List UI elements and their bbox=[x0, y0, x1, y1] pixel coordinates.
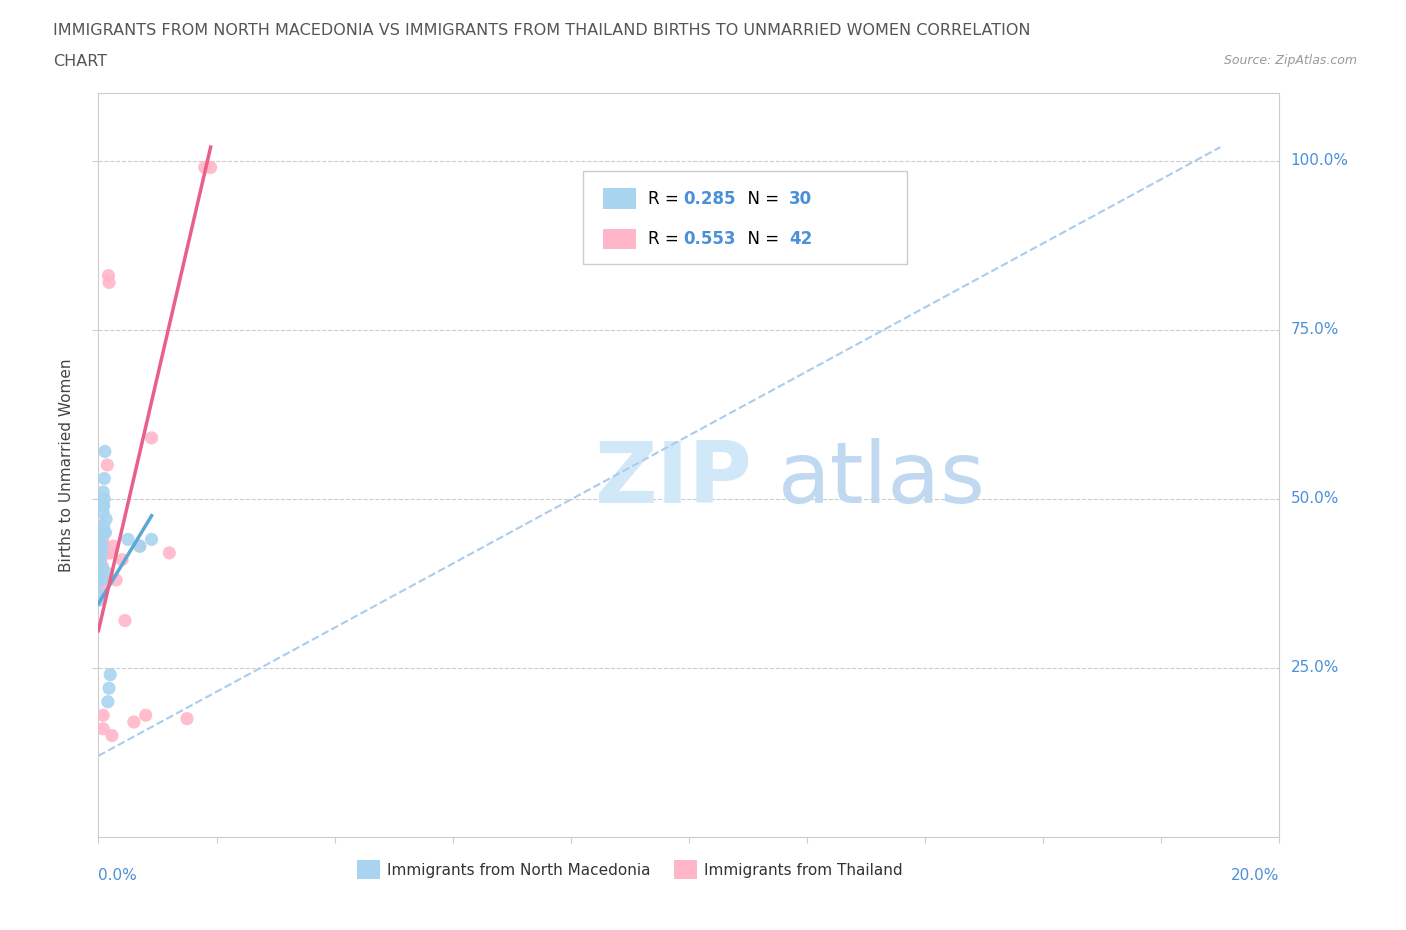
Point bbox=[89, 552, 111, 567]
Text: 100.0%: 100.0% bbox=[1291, 153, 1348, 168]
Point bbox=[90, 559, 112, 574]
Point bbox=[97, 695, 120, 710]
Text: 0.553: 0.553 bbox=[683, 230, 735, 248]
Text: atlas: atlas bbox=[778, 438, 986, 522]
Point bbox=[94, 444, 117, 458]
Point bbox=[87, 592, 110, 607]
Point bbox=[91, 525, 114, 540]
Point bbox=[128, 538, 150, 553]
Point bbox=[141, 532, 163, 547]
Point bbox=[91, 518, 114, 533]
Point bbox=[128, 538, 150, 553]
Point bbox=[91, 532, 114, 547]
Point bbox=[91, 485, 114, 499]
Point bbox=[91, 559, 114, 574]
Point bbox=[98, 681, 121, 696]
Point bbox=[89, 579, 111, 594]
Point bbox=[93, 498, 115, 513]
Text: 25.0%: 25.0% bbox=[1291, 660, 1339, 675]
Text: 0.0%: 0.0% bbox=[98, 868, 138, 883]
Point bbox=[93, 525, 115, 540]
Point bbox=[93, 472, 115, 486]
Text: 0.285: 0.285 bbox=[683, 190, 735, 207]
Point bbox=[98, 667, 121, 682]
Point bbox=[90, 573, 112, 588]
Point bbox=[93, 538, 115, 553]
Point bbox=[91, 505, 114, 520]
Point bbox=[87, 573, 110, 588]
Point bbox=[97, 268, 120, 283]
Text: Source: ZipAtlas.com: Source: ZipAtlas.com bbox=[1223, 54, 1357, 67]
Point bbox=[111, 552, 134, 567]
Point bbox=[90, 538, 112, 553]
Point bbox=[89, 565, 111, 580]
Point bbox=[93, 518, 115, 533]
Point bbox=[135, 708, 157, 723]
Point bbox=[93, 491, 115, 506]
Point bbox=[90, 532, 112, 547]
Bar bbox=[603, 189, 636, 209]
Point bbox=[91, 722, 114, 737]
Point bbox=[101, 728, 124, 743]
Point bbox=[200, 160, 222, 175]
Text: R =: R = bbox=[648, 190, 683, 207]
Point bbox=[89, 586, 111, 601]
Point bbox=[94, 546, 117, 561]
Point bbox=[91, 565, 114, 580]
Point bbox=[91, 708, 114, 723]
Point bbox=[96, 458, 118, 472]
Point bbox=[90, 559, 112, 574]
Text: CHART: CHART bbox=[53, 54, 107, 69]
Point bbox=[176, 711, 198, 726]
Text: N =: N = bbox=[737, 230, 785, 248]
Point bbox=[91, 498, 114, 513]
Point bbox=[194, 160, 217, 175]
Point bbox=[89, 552, 111, 567]
Text: N =: N = bbox=[737, 190, 785, 207]
Point bbox=[141, 431, 163, 445]
Point bbox=[90, 559, 112, 574]
Point bbox=[117, 532, 139, 547]
Point bbox=[89, 565, 111, 580]
Point bbox=[89, 565, 111, 580]
Point bbox=[105, 573, 128, 588]
Legend: Immigrants from North Macedonia, Immigrants from Thailand: Immigrants from North Macedonia, Immigra… bbox=[350, 855, 910, 885]
Point bbox=[90, 579, 112, 594]
Point bbox=[94, 512, 117, 526]
Point bbox=[114, 613, 136, 628]
Point bbox=[87, 586, 110, 601]
FancyBboxPatch shape bbox=[582, 171, 907, 264]
Point bbox=[98, 275, 121, 290]
Text: IMMIGRANTS FROM NORTH MACEDONIA VS IMMIGRANTS FROM THAILAND BIRTHS TO UNMARRIED : IMMIGRANTS FROM NORTH MACEDONIA VS IMMIG… bbox=[53, 23, 1031, 38]
Text: ZIP: ZIP bbox=[595, 438, 752, 522]
Text: 75.0%: 75.0% bbox=[1291, 322, 1339, 338]
Point bbox=[122, 714, 145, 729]
Point bbox=[89, 538, 111, 553]
Bar bbox=[603, 229, 636, 249]
Point bbox=[87, 592, 110, 607]
Point bbox=[91, 546, 114, 561]
Point bbox=[96, 565, 118, 580]
Point bbox=[91, 538, 114, 553]
Point bbox=[87, 573, 110, 588]
Point bbox=[90, 546, 112, 561]
Point bbox=[94, 525, 117, 540]
Point bbox=[103, 538, 125, 553]
Text: 50.0%: 50.0% bbox=[1291, 491, 1339, 506]
Point bbox=[87, 586, 110, 601]
Point bbox=[90, 573, 112, 588]
Y-axis label: Births to Unmarried Women: Births to Unmarried Women bbox=[59, 358, 75, 572]
Point bbox=[96, 573, 118, 588]
Point bbox=[87, 586, 110, 601]
Point bbox=[98, 546, 121, 561]
Text: 42: 42 bbox=[789, 230, 813, 248]
Text: R =: R = bbox=[648, 230, 683, 248]
Point bbox=[157, 546, 180, 561]
Point bbox=[97, 546, 120, 561]
Text: 30: 30 bbox=[789, 190, 813, 207]
Text: 20.0%: 20.0% bbox=[1232, 868, 1279, 883]
